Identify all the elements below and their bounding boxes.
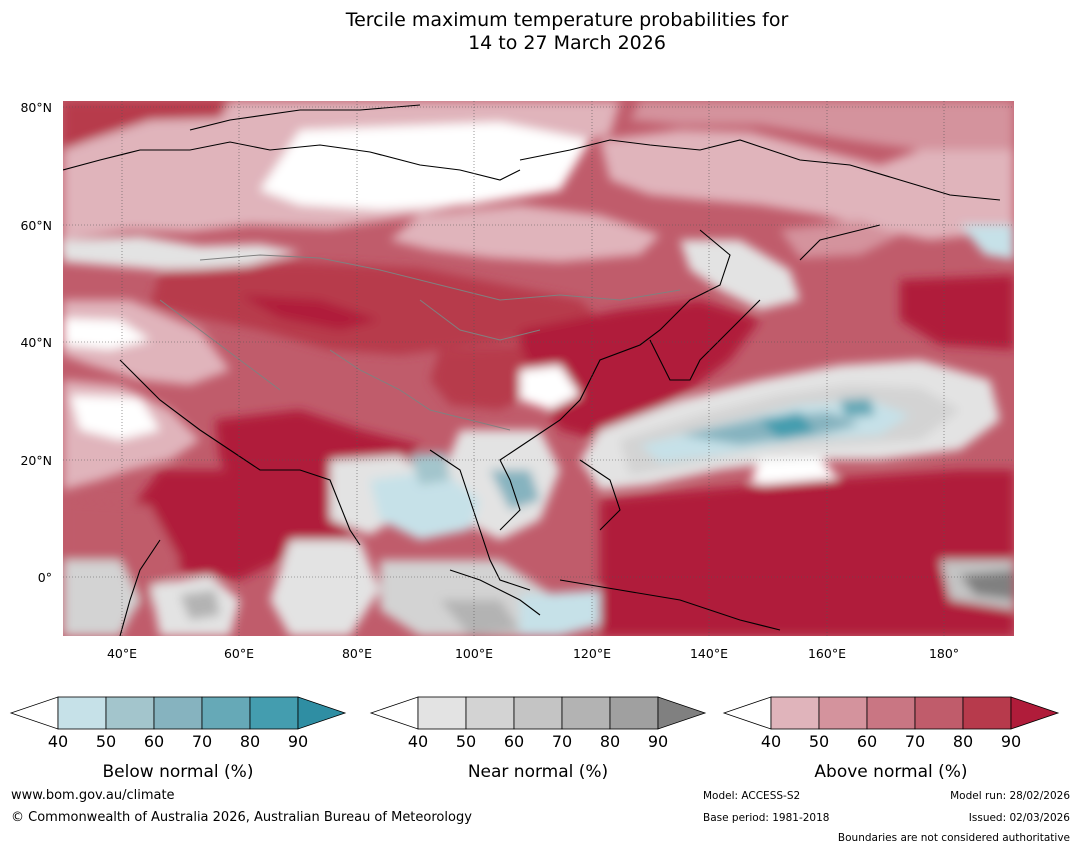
colorbar-segment [914,696,964,730]
colorbar-tick-label: 70 [552,732,572,751]
colorbar-segment [465,696,515,730]
colorbar-tick-label: 80 [240,732,260,751]
colorbar-max-triangle [1010,696,1060,730]
lat-label: 20°N [20,453,52,468]
latitude-labels: 80°N 60°N 40°N 20°N 0° [20,100,52,585]
longitude-labels: 40°E 60°E 80°E 100°E 120°E 140°E 160°E 1… [107,646,959,661]
colorbar-tick-label: 40 [408,732,428,751]
website-link[interactable]: www.bom.gov.au/climate [11,788,175,803]
map-panel [63,101,1014,636]
colorbar-below-normal: 40 50 60 70 80 90 Below normal (%) [9,696,347,782]
colorbar-tick-label: 40 [761,732,781,751]
colorbar-near-normal: 40 50 60 70 80 90 Near normal (%) [369,696,707,782]
copyright-text: © Commonwealth of Australia 2026, Austra… [11,810,472,825]
colorbar-min-triangle [369,696,419,730]
disclaimer-text: Boundaries are not considered authoritat… [837,832,1070,844]
base-period-text: Base period: 1981-2018 [703,812,830,824]
coastlines [63,104,1001,636]
colorbar-tick-label: 50 [96,732,116,751]
colorbar-segment [866,696,916,730]
probability-field [63,101,1014,636]
colorbar-tick-label: 90 [1001,732,1021,751]
issued-text: Issued: 02/03/2026 [968,812,1070,824]
colorbar-tick-label: 60 [857,732,877,751]
colorbar-min-triangle [9,696,59,730]
lon-label: 180° [929,646,959,661]
colorbar-segment [153,696,203,730]
title-line-1: Tercile maximum temperature probabilitie… [345,9,789,31]
colorbar-segment [201,696,251,730]
lat-label: 40°N [20,335,52,350]
colorbar-segment [609,696,659,730]
colorbar-tick-label: 90 [648,732,668,751]
colorbar-tick-label: 80 [600,732,620,751]
colorbar-tick-label: 40 [48,732,68,751]
title-line-2: 14 to 27 March 2026 [468,32,666,54]
colorbar-segment [818,696,868,730]
colorbar-tick-label: 50 [809,732,829,751]
colorbar-segment [417,696,467,730]
colorbar-max-triangle [657,696,707,730]
map-title: Tercile maximum temperature probabilitie… [0,9,1081,55]
colorbar-title: Below normal (%) [103,762,254,782]
colorbar-segment [57,696,107,730]
colorbar-tick-label: 90 [288,732,308,751]
lon-label: 60°E [224,646,254,661]
colorbar-tick-label: 50 [456,732,476,751]
colorbar-max-triangle [297,696,347,730]
lon-label: 160°E [808,646,846,661]
colorbar-segment [770,696,820,730]
lon-label: 140°E [690,646,728,661]
colorbar-tick-label: 70 [192,732,212,751]
graticule [63,101,1014,636]
colorbar-title: Near normal (%) [468,762,608,782]
lon-label: 120°E [573,646,611,661]
country-borders [159,254,681,431]
model-run-text: Model run: 28/02/2026 [950,790,1070,802]
colorbar-above-normal: 40 50 60 70 80 90 Above normal (%) [722,696,1060,782]
colorbar-segment [561,696,611,730]
lon-label: 80°E [342,646,372,661]
lon-label: 40°E [107,646,137,661]
colorbar-tick-label: 60 [504,732,524,751]
lon-label: 100°E [455,646,493,661]
colorbar-segment [249,696,299,730]
lat-label: 80°N [20,100,52,115]
colorbar-title: Above normal (%) [814,762,967,782]
model-text: Model: ACCESS-S2 [703,790,801,802]
colorbar-segment [962,696,1012,730]
lat-label: 60°N [20,218,52,233]
colorbar-min-triangle [722,696,772,730]
colorbar-tick-label: 70 [905,732,925,751]
lat-label: 0° [38,570,52,585]
colorbar-tick-label: 80 [953,732,973,751]
colorbar-segment [513,696,563,730]
colorbar-tick-label: 60 [144,732,164,751]
colorbar-segment [105,696,155,730]
